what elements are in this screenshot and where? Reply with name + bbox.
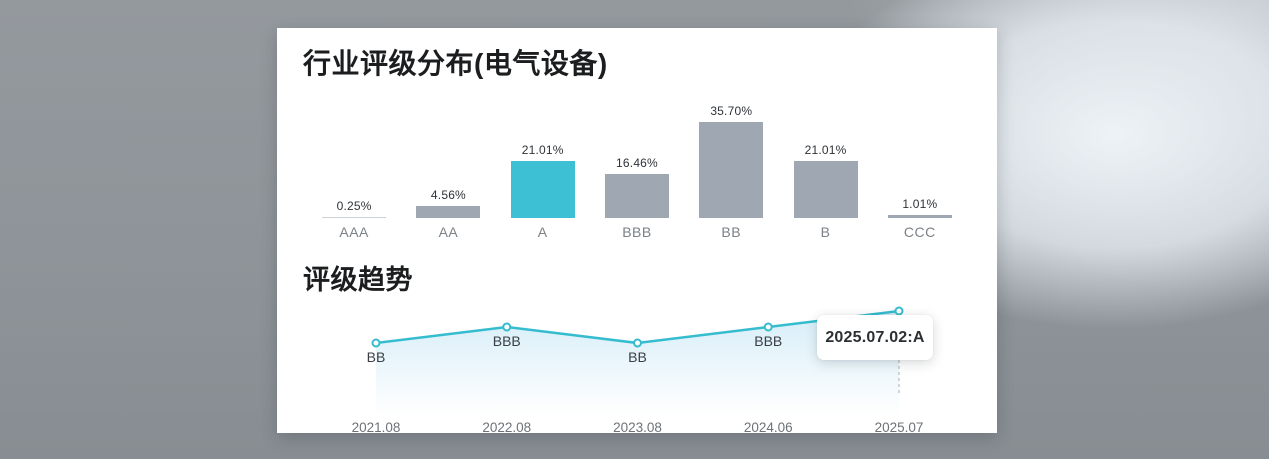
bar-BB[interactable] bbox=[699, 122, 764, 218]
data-point-marker-2023.08[interactable] bbox=[633, 338, 642, 348]
bar-value-label: 4.56% bbox=[430, 188, 466, 202]
bar-A[interactable] bbox=[510, 161, 575, 218]
bar-value-label: 0.25% bbox=[336, 199, 372, 213]
data-point-marker-2022.08[interactable] bbox=[502, 322, 512, 332]
bar-column-CCC: 1.01% bbox=[873, 96, 967, 218]
data-point-marker-2025.07[interactable] bbox=[894, 306, 904, 316]
bar-value-label: 1.01% bbox=[902, 197, 938, 211]
category-label-CCC: CCC bbox=[903, 224, 936, 240]
x-axis-label: 2022.08 bbox=[482, 420, 531, 435]
bar-chart: 0.25% 4.56% 21.01% 16.46% 35.70% 21.01% 1.01% bbox=[307, 96, 967, 218]
bar-AA[interactable] bbox=[416, 206, 481, 218]
bar-B[interactable] bbox=[793, 161, 858, 218]
x-axis-label: 2023.08 bbox=[613, 420, 662, 435]
point-rating-label: BBB bbox=[493, 333, 521, 349]
data-point-marker-2021.08[interactable] bbox=[371, 338, 381, 348]
bar-column-AAA: 0.25% bbox=[307, 96, 401, 218]
category-label-AA: AA bbox=[438, 224, 459, 240]
category-label-B: B bbox=[820, 224, 831, 240]
rating-card: 行业评级分布(电气设备) 0.25% 4.56% 21.01% 16.46% 35.70… bbox=[277, 28, 997, 435]
trend-tooltip: 2025.07.02:A bbox=[817, 315, 933, 360]
bar-value-label: 16.46% bbox=[616, 156, 658, 170]
bar-CCC[interactable] bbox=[887, 215, 952, 218]
bar-column-BBB: 16.46% bbox=[590, 96, 684, 218]
bar-value-label: 21.01% bbox=[521, 143, 564, 157]
category-label-AAA: AAA bbox=[339, 224, 369, 240]
bar-column-A: 21.01% bbox=[496, 96, 590, 218]
bar-column-B: 21.01% bbox=[778, 96, 872, 218]
bar-AAA[interactable] bbox=[322, 217, 387, 218]
x-axis-label: 2025.07 bbox=[875, 420, 924, 435]
line-chart-title: 评级趋势 bbox=[303, 265, 413, 295]
bar-column-BB: 35.70% bbox=[684, 96, 778, 218]
bar-column-AA: 4.56% bbox=[401, 96, 495, 218]
x-axis-label: 2021.08 bbox=[352, 420, 401, 435]
bar-chart-title: 行业评级分布(电气设备) bbox=[303, 48, 608, 79]
point-rating-label: BBB bbox=[754, 333, 782, 349]
trend-area-fill bbox=[376, 311, 899, 416]
bar-value-label: 35.70% bbox=[710, 104, 753, 118]
data-point-marker-2024.06[interactable] bbox=[763, 322, 773, 332]
point-rating-label: BB bbox=[367, 349, 386, 365]
point-rating-label: BB bbox=[628, 349, 647, 365]
trend-line-chart: BB 2021.08 BBB 2022.08 BB 2023.08 BBB 2024.06 20… bbox=[352, 306, 924, 435]
category-label-BBB: BBB bbox=[622, 224, 652, 240]
bar-BBB[interactable] bbox=[604, 174, 669, 218]
bar-value-label: 21.01% bbox=[804, 143, 847, 157]
category-label-BB: BB bbox=[721, 224, 742, 240]
x-axis-label: 2024.06 bbox=[744, 420, 793, 435]
bar-chart-categories: AAA AA A BBB BB B CCC bbox=[307, 224, 967, 240]
category-label-A: A bbox=[537, 224, 548, 240]
